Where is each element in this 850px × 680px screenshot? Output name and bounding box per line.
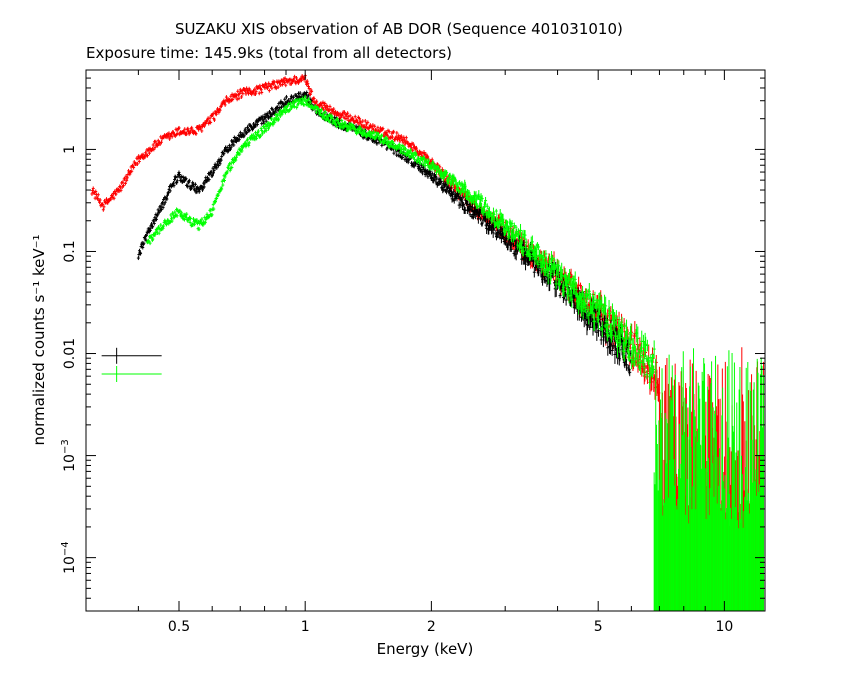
data-layer [90, 73, 765, 611]
spectrum-series [145, 94, 765, 611]
